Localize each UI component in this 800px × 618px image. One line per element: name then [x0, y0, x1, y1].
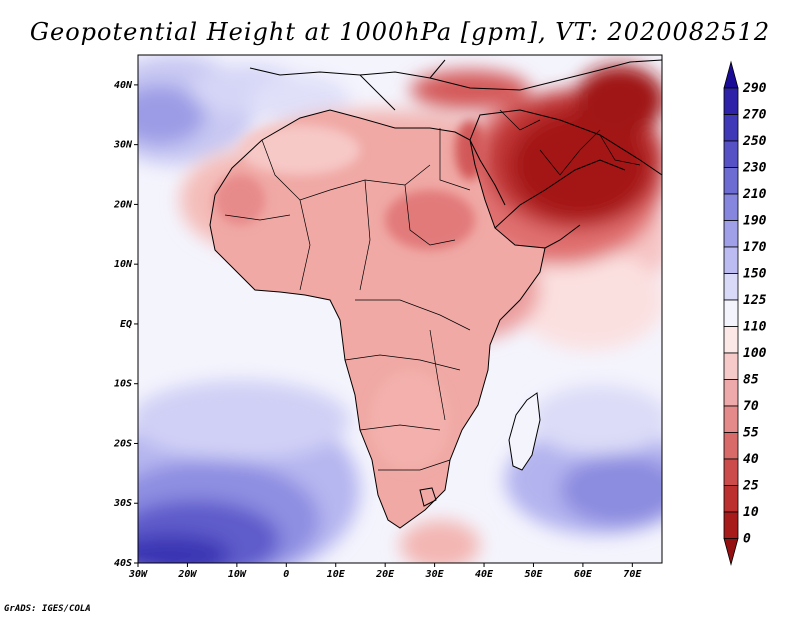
lesotho	[419, 487, 437, 507]
lon-tick-label: 40E	[475, 569, 494, 580]
colorbar-swatch	[723, 485, 739, 513]
colorbar-swatch	[723, 167, 739, 195]
lat-tick-label: 20N	[113, 199, 133, 210]
lon-tick-label: 70E	[623, 569, 642, 580]
country-borders	[224, 109, 641, 471]
map-title: Geopotential Height at 1000hPa [gpm], VT…	[29, 18, 771, 46]
lat-tick-label: 30N	[113, 140, 133, 151]
lat-tick-label: 40S	[114, 558, 132, 569]
colorbar-label: 290	[742, 81, 767, 96]
colorbar-label: 85	[743, 373, 759, 388]
lon-tick-label: 10E	[327, 569, 346, 580]
colorbar-label: 10	[743, 505, 759, 520]
colorbar-label: 70	[743, 399, 759, 414]
colorbar-swatch	[723, 352, 739, 380]
lon-tick-label: 10W	[228, 569, 247, 580]
colorbar-label: 125	[743, 293, 767, 308]
colorbar-label: 250	[742, 134, 767, 149]
colorbar-label: 190	[743, 214, 767, 229]
colorbar-label: 100	[743, 346, 767, 361]
lat-tick-label: 30S	[113, 498, 132, 509]
lat-tick-label: 20S	[113, 438, 132, 449]
colorbar-top-arrow	[723, 60, 739, 89]
colorbar-label: 25	[742, 479, 759, 494]
colorbar: 2902702502302101901701501251101008570554…	[723, 60, 767, 567]
lat-tick-label: 40N	[114, 80, 133, 91]
lon-tick-label: 0	[283, 569, 289, 580]
colorbar-label: 55	[743, 426, 759, 441]
lon-tick-label: 30W	[128, 569, 148, 580]
lon-tick-label: 60E	[574, 569, 593, 580]
colorbar-swatch	[723, 405, 739, 433]
colorbar-label: 110	[743, 320, 767, 335]
colorbar-swatch	[723, 114, 739, 142]
colorbar-swatch	[723, 511, 739, 539]
latitude-axis: 40N 30N 20N 10N EQ 10S 20S 30S 40S	[113, 80, 138, 569]
colorbar-swatch	[723, 458, 739, 486]
colorbar-bottom-arrow	[723, 538, 739, 567]
longitude-axis: 30W 20W 10W 0 10E 20E 30E 40E 50E 60E 70E	[128, 563, 642, 580]
colorbar-label: 230	[742, 161, 767, 176]
colorbar-swatch	[723, 87, 739, 115]
colorbar-swatch	[723, 379, 739, 407]
lon-tick-label: 20W	[177, 569, 197, 580]
colorbar-swatch	[723, 273, 739, 301]
grads-credit: GrADS: IGES/COLA	[4, 604, 91, 614]
colorbar-label: 150	[743, 267, 767, 282]
colorbar-swatch	[723, 299, 739, 327]
lat-tick-label: 10S	[114, 379, 132, 390]
colorbar-label: 0	[743, 532, 751, 547]
shaded-field	[138, 55, 662, 563]
colorbar-swatch	[723, 246, 739, 274]
colorbar-label: 270	[742, 108, 767, 123]
lat-tick-label: EQ	[120, 319, 132, 330]
lon-tick-label: 50E	[524, 569, 543, 580]
colorbar-swatch	[723, 326, 739, 354]
lon-tick-label: 30E	[425, 569, 445, 580]
colorbar-swatch	[723, 140, 739, 168]
plot-frame	[137, 54, 663, 564]
colorbar-swatch	[723, 432, 739, 460]
colorbar-label: 210	[742, 187, 767, 202]
colorbar-swatch	[723, 193, 739, 221]
lon-tick-label: 20E	[375, 569, 395, 580]
colorbar-label: 40	[743, 452, 759, 467]
madagascar	[508, 392, 541, 471]
colorbar-swatch	[723, 220, 739, 248]
colorbar-label: 170	[743, 240, 767, 255]
coastlines	[209, 59, 662, 529]
lat-tick-label: 10N	[114, 259, 133, 270]
